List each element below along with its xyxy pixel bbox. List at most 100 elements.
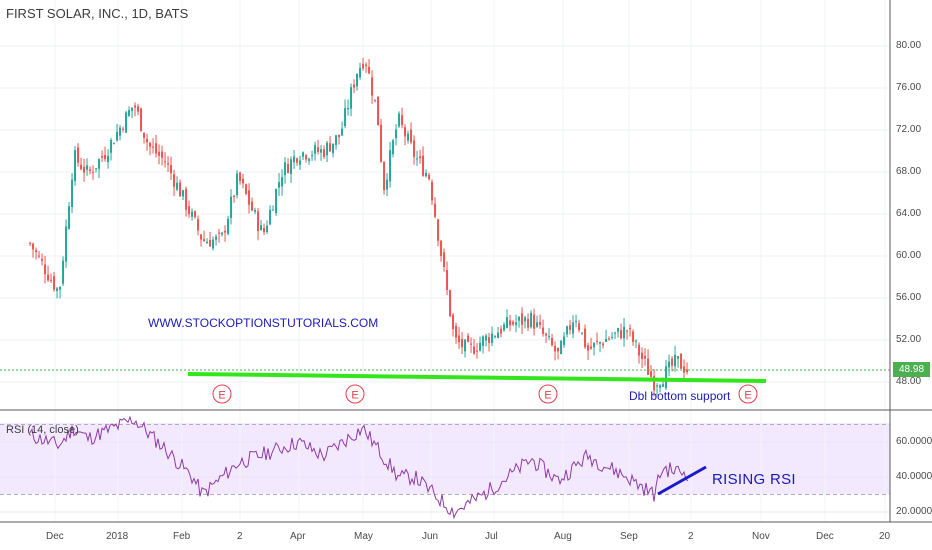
rsi-trend-line[interactable]: [657, 465, 707, 496]
time-tick-label: Dec: [46, 531, 64, 542]
price-candle: [476, 343, 479, 359]
price-candle: [668, 354, 671, 376]
price-candle: [149, 141, 152, 156]
price-candle: [50, 273, 53, 283]
price-candle: [308, 157, 311, 165]
price-candle: [581, 332, 584, 336]
price-candle: [332, 143, 335, 158]
price-candle: [674, 345, 677, 372]
price-candle: [437, 218, 440, 247]
earnings-marker[interactable]: E: [212, 384, 232, 404]
price-candle: [119, 124, 122, 141]
price-candle: [278, 173, 281, 196]
price-candle: [497, 326, 500, 339]
rsi-band-lines: [0, 424, 890, 495]
price-candle: [110, 137, 113, 161]
rsi-title: RSI (14, close): [6, 424, 79, 436]
price-candle: [473, 339, 476, 355]
price-candle: [638, 342, 641, 364]
earnings-marker-label: E: [744, 390, 751, 402]
price-candle: [206, 238, 209, 244]
price-candle: [71, 173, 74, 214]
rsi-line[interactable]: [29, 415, 689, 520]
price-candle: [257, 208, 260, 241]
price-candle: [269, 205, 272, 226]
price-candle: [248, 183, 251, 214]
rsi-band: [0, 423, 890, 494]
earnings-marker[interactable]: E: [345, 384, 365, 404]
price-candle: [236, 170, 239, 199]
price-candle: [68, 201, 71, 230]
price-candle: [488, 333, 491, 352]
price-candle: [386, 173, 389, 197]
earnings-marker-label: E: [218, 390, 225, 402]
price-candle: [77, 143, 80, 167]
price-candle: [380, 118, 383, 163]
price-candle: [578, 319, 581, 333]
price-candle: [584, 324, 587, 349]
price-candle: [470, 337, 473, 353]
price-candle: [539, 314, 542, 329]
price-tick-label: 56.00: [896, 292, 922, 303]
price-candle: [230, 189, 233, 225]
time-tick-label: Apr: [290, 531, 306, 542]
price-candle: [416, 150, 419, 166]
price-candle: [188, 200, 191, 218]
price-candle: [686, 362, 689, 375]
price-candle: [173, 169, 176, 197]
price-candle: [290, 156, 293, 183]
price-candle: [548, 328, 551, 341]
price-candle: [314, 141, 317, 161]
price-candle: [32, 242, 35, 258]
price-candle: [185, 186, 188, 217]
price-tick-label: 76.00: [896, 82, 922, 93]
price-candle: [635, 339, 638, 349]
price-candles[interactable]: [29, 57, 689, 397]
price-candle: [347, 99, 350, 116]
price-candle: [509, 314, 512, 332]
price-candle: [275, 188, 278, 216]
price-candle: [656, 383, 659, 396]
price-candle: [227, 215, 230, 236]
price-candle: [464, 338, 467, 358]
price-candle: [251, 197, 254, 212]
price-candle: [455, 322, 458, 344]
earnings-marker[interactable]: E: [738, 384, 758, 404]
price-candle: [254, 207, 257, 215]
price-candle: [272, 205, 275, 211]
price-candle: [179, 179, 182, 197]
support-line[interactable]: [187, 372, 767, 383]
price-candle: [521, 307, 524, 335]
price-candle: [176, 176, 179, 192]
price-candle: [284, 156, 287, 184]
price-candle: [554, 341, 557, 361]
price-candle: [281, 169, 284, 196]
price-tick-label: 80.00: [896, 40, 922, 51]
price-candle: [620, 323, 623, 340]
price-candle: [524, 315, 527, 329]
price-candle: [215, 234, 218, 246]
price-candle: [89, 166, 92, 175]
price-candle: [212, 236, 215, 251]
price-candle: [407, 130, 410, 144]
last-price-label: 48.98: [893, 362, 930, 377]
price-candle: [542, 319, 545, 337]
rsi-tick-label: 60.0000: [896, 436, 932, 447]
price-candle: [641, 347, 644, 368]
price-candle: [191, 208, 194, 221]
price-candle: [527, 313, 530, 331]
price-candle: [116, 123, 119, 142]
price-candle: [560, 339, 563, 355]
price-candle: [335, 134, 338, 150]
earnings-marker[interactable]: E: [538, 384, 558, 404]
price-tick-label: 52.00: [896, 334, 922, 345]
price-candle: [383, 161, 386, 195]
price-candle: [197, 215, 200, 236]
price-candle: [659, 383, 662, 393]
earnings-marker-label: E: [544, 390, 551, 402]
price-candle: [389, 141, 392, 188]
price-candle: [533, 308, 536, 336]
price-candle: [59, 286, 62, 299]
